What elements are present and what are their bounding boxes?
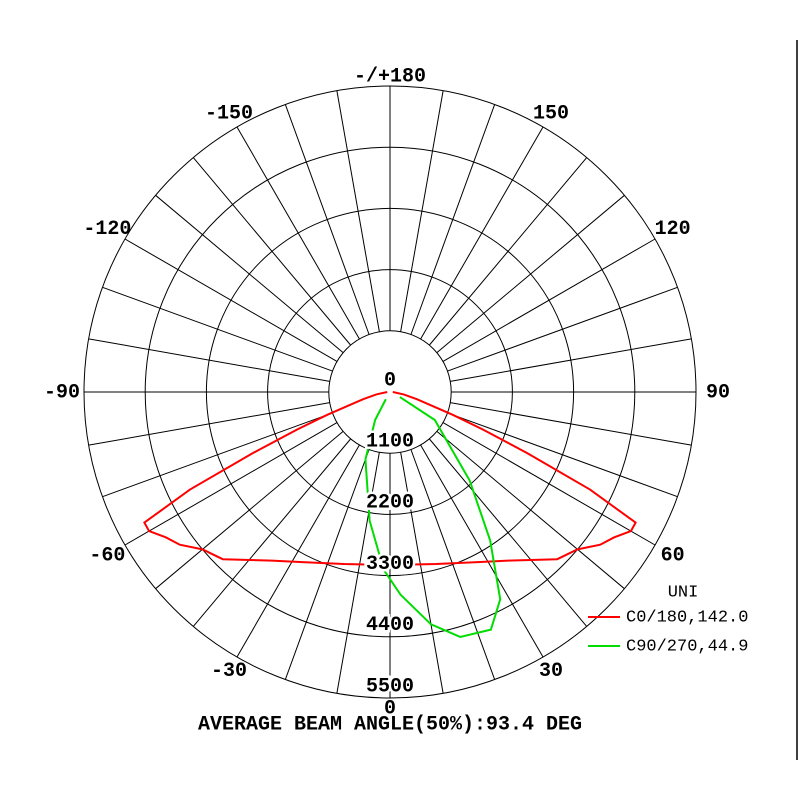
angle-tick-label: -/+180 — [354, 65, 426, 88]
r-tick-label: 2200 — [366, 492, 414, 515]
legend-title: UNI — [668, 583, 699, 602]
angle-tick-label: 150 — [533, 102, 569, 125]
intensity-curve — [364, 396, 502, 638]
ring — [328, 330, 452, 454]
intensity-curve — [143, 391, 637, 567]
legend-label: C90/270,44.9 — [626, 637, 748, 656]
angle-tick-label: 30 — [539, 660, 563, 683]
angle-tick-label: -150 — [205, 102, 253, 125]
angle-tick-label: 60 — [661, 544, 685, 567]
legend-label: C0/180,142.0 — [626, 608, 748, 627]
chart-title: AVERAGE BEAM ANGLE(50%):93.4 DEG — [198, 713, 582, 736]
ring — [267, 269, 513, 515]
r-tick-label: 5500 — [366, 675, 414, 698]
angle-tick-label: -120 — [83, 218, 131, 241]
r-tick-label: 3300 — [366, 553, 414, 576]
r-tick-label: 0 — [384, 369, 396, 392]
r-tick-label: 4400 — [366, 614, 414, 637]
angle-tick-label: -30 — [211, 660, 247, 683]
ring — [205, 207, 575, 577]
r-tick-label: 1100 — [366, 430, 414, 453]
angle-tick-label: 90 — [706, 381, 730, 404]
angle-tick-label: -60 — [89, 544, 125, 567]
angle-tick-label: 120 — [655, 218, 691, 241]
ring — [83, 85, 697, 699]
ring — [144, 146, 636, 638]
angle-tick-label: 0 — [384, 697, 396, 720]
angle-tick-label: -90 — [44, 381, 80, 404]
